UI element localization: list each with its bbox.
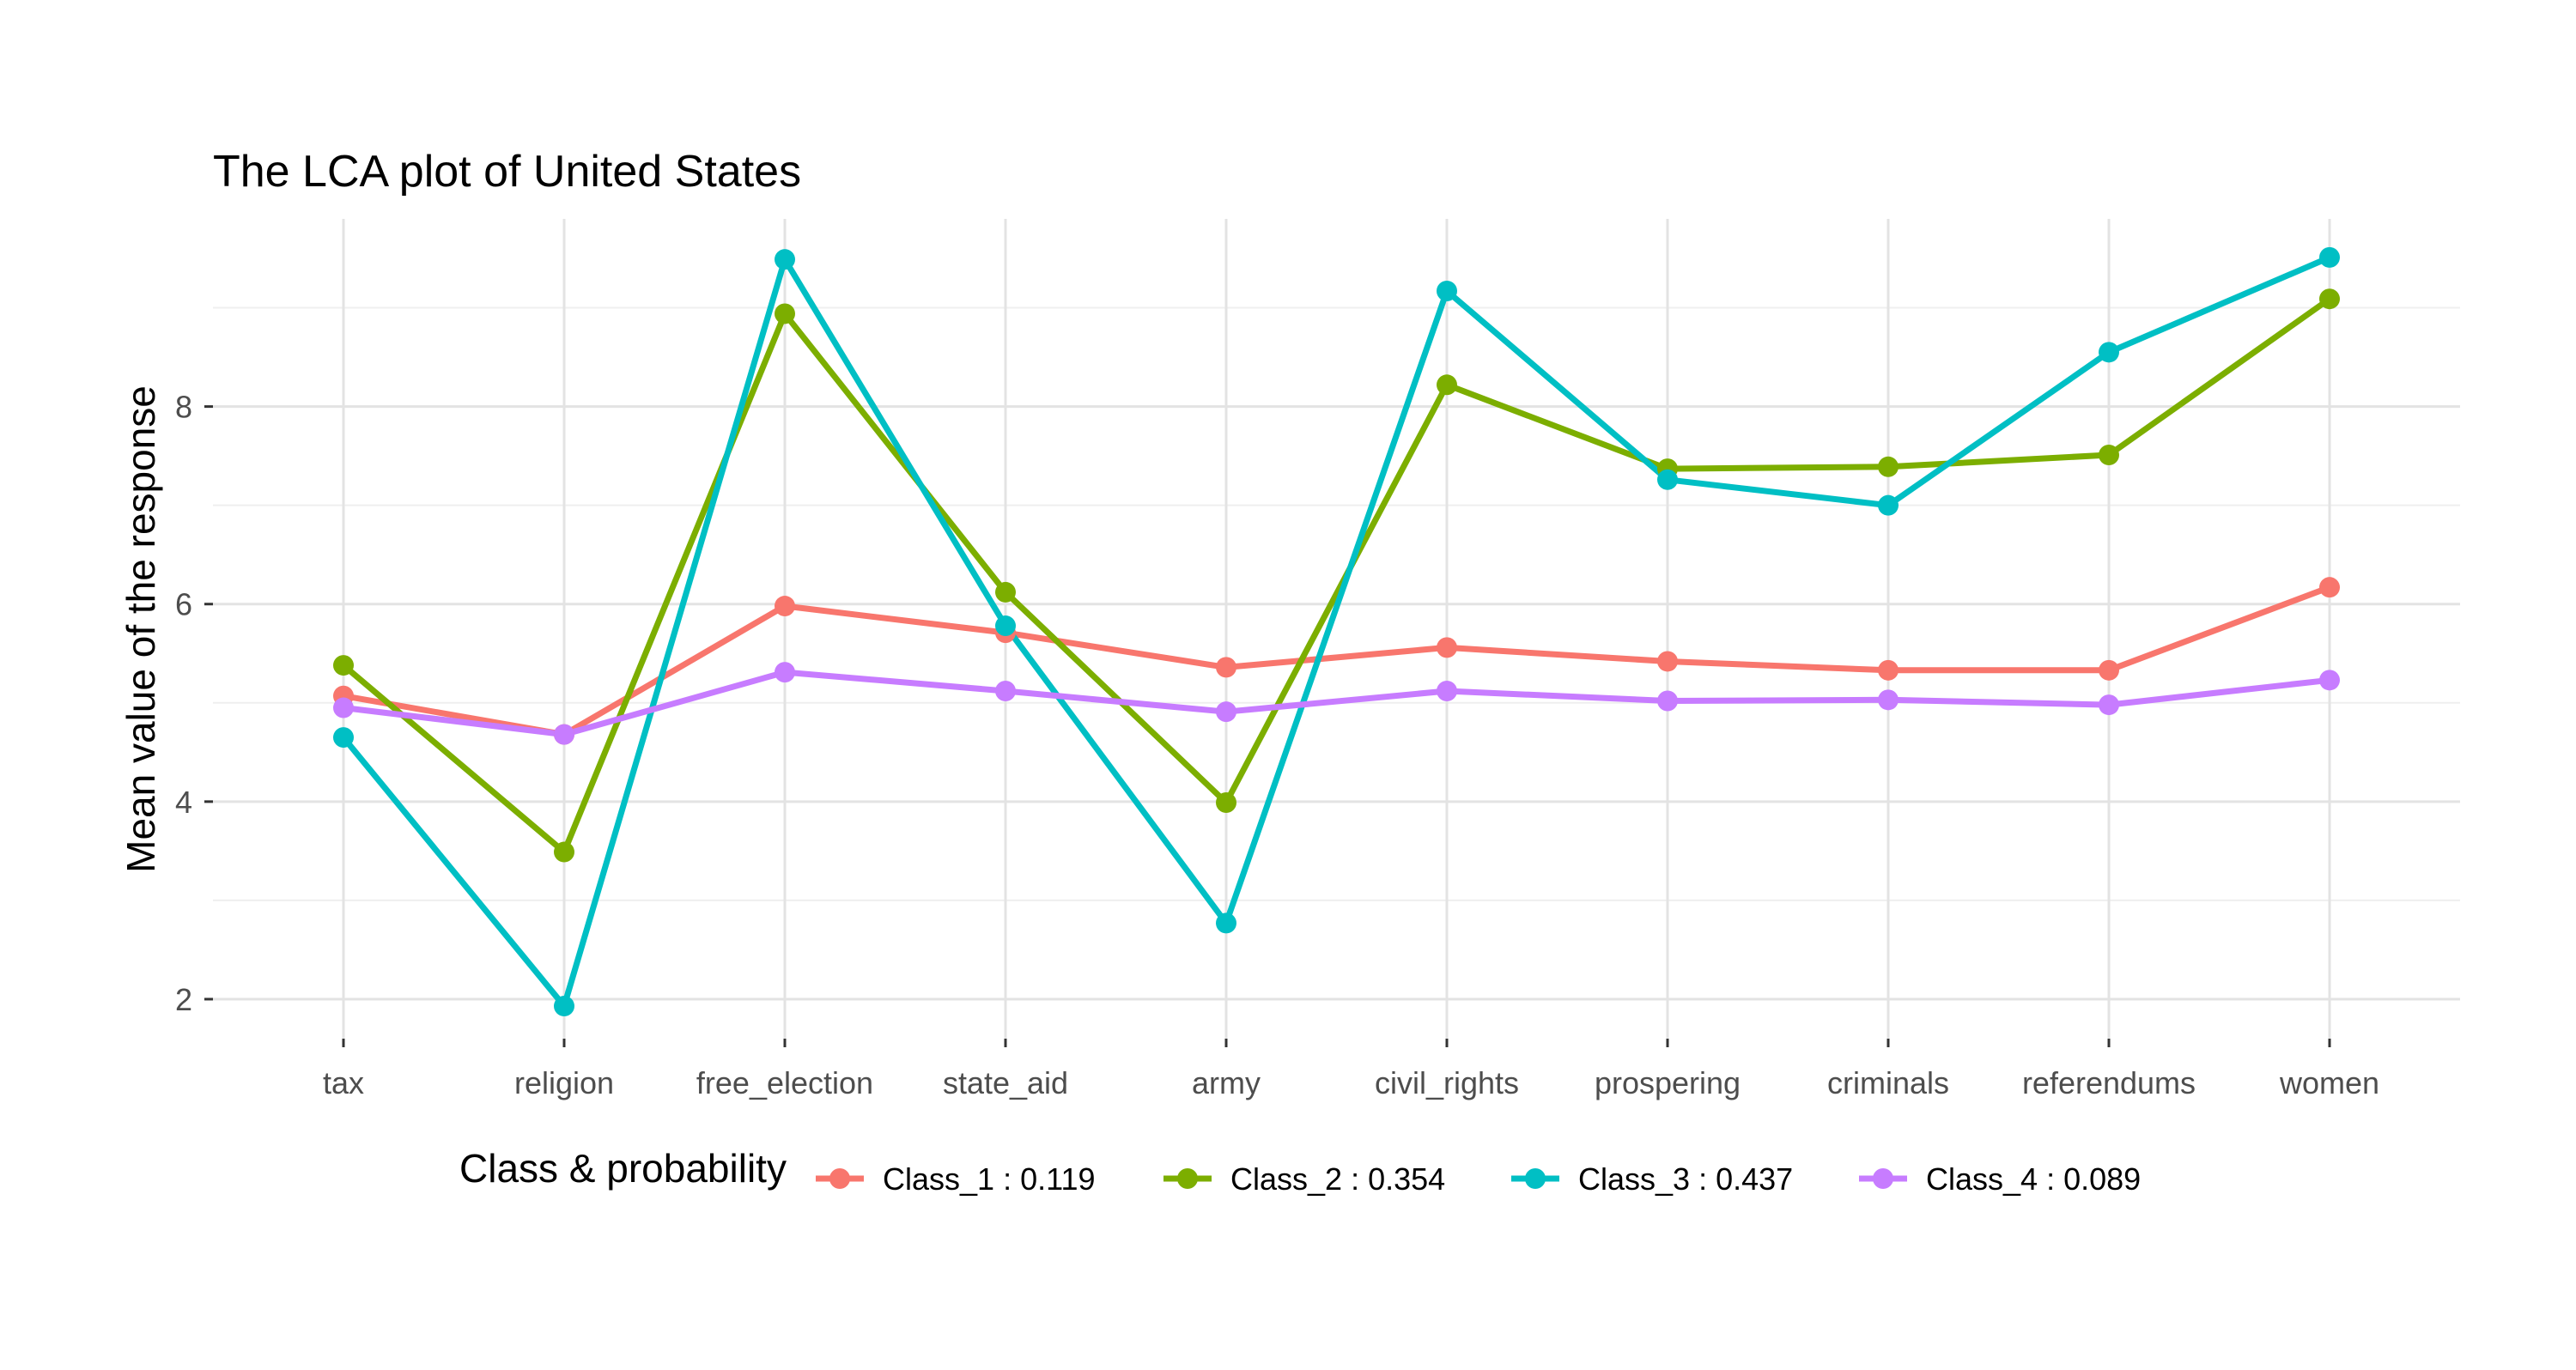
legend-label: Class_2 : 0.354 — [1230, 1161, 1445, 1197]
x-tick-label: free_election — [696, 1065, 873, 1100]
series-line-class-3 — [340, 254, 2333, 1009]
data-point-class-1 — [2099, 659, 2119, 681]
x-tick-label: army — [1192, 1065, 1261, 1100]
data-point-class-2 — [554, 841, 574, 863]
x-tick-label: religion — [514, 1065, 614, 1100]
legend-key-point — [1177, 1168, 1198, 1189]
y-tick-label: 6 — [175, 587, 192, 622]
legend-item-class-3: Class_3 : 0.437 — [1511, 1161, 1793, 1197]
legend-item-class-4: Class_4 : 0.089 — [1859, 1161, 2141, 1197]
y-axis-title: Mean value of the response — [118, 385, 163, 873]
data-point-class-4 — [1657, 690, 1678, 712]
legend-label: Class_1 : 0.119 — [883, 1161, 1095, 1197]
data-point-class-3 — [1878, 494, 1899, 516]
series-line-class-4 — [340, 669, 2333, 738]
y-tick-label: 8 — [175, 390, 192, 425]
data-point-class-3 — [1216, 912, 1236, 934]
data-point-class-2 — [1216, 792, 1236, 814]
data-point-class-4 — [995, 680, 1016, 701]
data-point-class-4 — [1216, 701, 1236, 723]
legend-label: Class_3 : 0.437 — [1578, 1161, 1793, 1197]
series-line-class-1 — [340, 584, 2333, 738]
data-point-class-2 — [2319, 288, 2340, 310]
data-point-class-4 — [333, 697, 354, 718]
series-lines — [340, 254, 2333, 1009]
data-point-class-3 — [2319, 246, 2340, 268]
data-point-class-2 — [995, 581, 1016, 603]
data-point-class-4 — [554, 724, 574, 745]
data-point-class-3 — [775, 249, 795, 270]
legend: Class & probability Class_1 : 0.119 Class… — [459, 1146, 2141, 1197]
data-point-class-4 — [1878, 689, 1899, 711]
legend-item-class-1: Class_1 : 0.119 — [816, 1161, 1095, 1197]
legend-title: Class & probability — [459, 1146, 787, 1191]
legend-key-point — [829, 1168, 850, 1189]
data-point-class-4 — [1437, 680, 1457, 701]
y-tick-label: 4 — [175, 785, 192, 820]
data-point-class-1 — [775, 596, 795, 617]
x-tick-label: criminals — [1827, 1065, 1949, 1100]
data-point-class-3 — [1657, 469, 1678, 490]
data-point-class-1 — [1657, 651, 1678, 672]
axes: 2 4 6 8 tax religion free_election state_aid arm… — [175, 390, 2379, 1100]
series-line-class-2 — [340, 295, 2333, 855]
data-point-class-2 — [2099, 444, 2119, 465]
data-point-class-4 — [775, 662, 795, 683]
chart-title: The LCA plot of United States — [213, 147, 801, 197]
data-point-class-1 — [1878, 659, 1899, 681]
x-tick-label: referendums — [2022, 1065, 2196, 1100]
x-tick-label: prospering — [1595, 1065, 1741, 1100]
data-point-class-4 — [2319, 670, 2340, 691]
data-point-class-3 — [1437, 280, 1457, 301]
data-point-class-1 — [1216, 657, 1236, 678]
data-point-class-3 — [554, 996, 574, 1017]
data-point-class-3 — [995, 615, 1016, 637]
legend-label: Class_4 : 0.089 — [1926, 1161, 2141, 1197]
data-point-class-2 — [333, 655, 354, 676]
legend-key-point — [1525, 1168, 1546, 1189]
y-tick-label: 2 — [175, 982, 192, 1017]
data-point-class-3 — [2099, 342, 2119, 363]
data-point-class-4 — [2099, 694, 2119, 716]
data-point-class-2 — [775, 303, 795, 324]
series-points — [333, 246, 2340, 1017]
x-tick-label: state_aid — [943, 1065, 1068, 1100]
data-point-class-1 — [1437, 637, 1457, 658]
data-point-class-1 — [2319, 577, 2340, 598]
legend-key-point — [1873, 1168, 1893, 1189]
data-point-class-2 — [1878, 456, 1899, 477]
legend-item-class-2: Class_2 : 0.354 — [1163, 1161, 1445, 1197]
x-tick-label: tax — [323, 1065, 364, 1100]
x-tick-label: women — [2279, 1065, 2379, 1100]
data-point-class-3 — [333, 727, 354, 749]
x-tick-label: civil_rights — [1375, 1065, 1519, 1100]
data-point-class-2 — [1437, 374, 1457, 396]
